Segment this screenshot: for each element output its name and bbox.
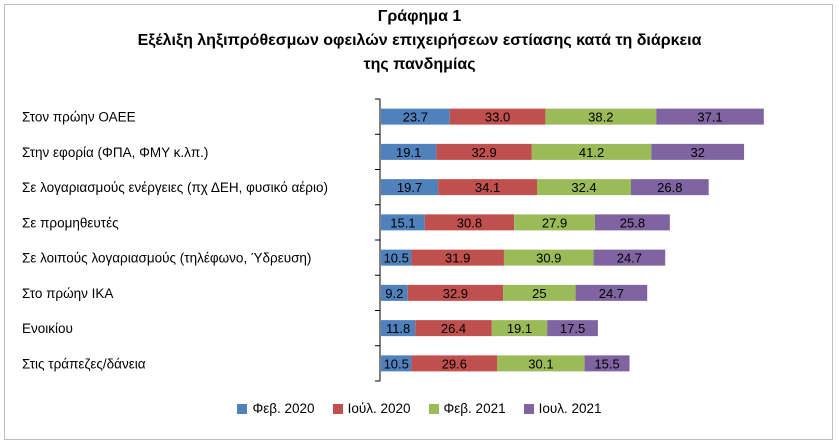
- data-label: 26.4: [441, 321, 466, 336]
- bar-segment: [381, 355, 412, 372]
- bar-segment: [575, 284, 648, 301]
- chart-subtitle-line-2: της πανδημίας: [363, 56, 476, 73]
- data-label: 23.7: [403, 110, 428, 125]
- data-label: 30.8: [457, 215, 482, 230]
- bar-segment: [438, 179, 538, 196]
- chart-title: Γράφημα 1: [377, 8, 462, 25]
- data-label: 24.7: [599, 286, 624, 301]
- data-label: 27.9: [542, 215, 567, 230]
- data-label: 15.5: [594, 356, 619, 371]
- chart-subtitle-line-1: Εξέλιξη ληξιπρόθεσμων οφειλών επιχειρήσε…: [137, 32, 702, 49]
- category-label: Σε λογαριασμούς ενέργειες (πχ ΔΕΗ, φυσικ…: [22, 180, 328, 195]
- legend-label: Ιουλ. 2021: [538, 401, 602, 416]
- data-label: 31.9: [445, 251, 470, 266]
- category-label: Στο πρώην ΙΚΑ: [22, 286, 113, 301]
- legend-label: Ιούλ. 2020: [347, 401, 411, 416]
- legend-item: Φεβ. 2021: [428, 401, 506, 416]
- bar-segment: [449, 108, 546, 125]
- bar-segment: [411, 355, 498, 372]
- bar-segment: [537, 179, 631, 196]
- bar-segment: [656, 108, 764, 125]
- legend-item: Φεβ. 2020: [237, 401, 315, 416]
- data-label: 33.0: [485, 110, 510, 125]
- bar-segment: [407, 284, 504, 301]
- data-label: 19.1: [396, 145, 421, 160]
- bar-segment: [503, 249, 594, 266]
- category-label: Ενοικίου: [22, 321, 73, 336]
- data-label: 25: [532, 286, 546, 301]
- bar-segment: [415, 320, 492, 337]
- data-label: 34.1: [475, 180, 500, 195]
- bar-segment: [491, 320, 548, 337]
- data-label: 32: [690, 145, 704, 160]
- data-label: 32.4: [571, 180, 596, 195]
- data-label: 37.1: [697, 110, 722, 125]
- data-label: 32.9: [443, 286, 468, 301]
- data-label: 38.2: [588, 110, 613, 125]
- bar-segment: [436, 143, 532, 160]
- bar-segment: [584, 355, 630, 372]
- legend-swatch: [523, 403, 534, 414]
- legend-label: Φεβ. 2020: [252, 401, 315, 416]
- data-label: 19.1: [507, 321, 532, 336]
- legend-item: Ιουλ. 2021: [523, 401, 602, 416]
- legend-swatch: [428, 403, 439, 414]
- data-label: 26.8: [657, 180, 682, 195]
- category-label: Στον πρώην ΟΑΕΕ: [22, 110, 136, 125]
- bar-segment: [593, 249, 666, 266]
- bar-segment: [630, 179, 709, 196]
- data-label: 30.9: [536, 251, 561, 266]
- data-label: 17.5: [560, 321, 585, 336]
- bar-segment: [545, 108, 657, 125]
- bar-segment: [381, 249, 412, 266]
- data-label: 29.6: [442, 356, 467, 371]
- bar-segment: [411, 249, 504, 266]
- bar-segment: [381, 320, 416, 337]
- bar-segment: [381, 108, 450, 125]
- bar-segment: [381, 284, 408, 301]
- legend-swatch: [237, 403, 248, 414]
- data-label: 32.9: [471, 145, 496, 160]
- bar-segment: [381, 143, 437, 160]
- bar-segment: [595, 214, 670, 231]
- category-label: Σε λοιπούς λογαριασμούς (τηλέφωνο, Ύδρευ…: [22, 251, 311, 266]
- data-label: 11.8: [386, 321, 410, 336]
- legend: Φεβ. 2020 Ιούλ. 2020 Φεβ. 2021 Ιουλ. 2021: [0, 401, 839, 416]
- bar-segment: [424, 214, 515, 231]
- data-label: 9.2: [385, 286, 403, 301]
- bar-segment: [381, 179, 439, 196]
- data-label: 10.5: [384, 356, 409, 371]
- data-label: 15.1: [390, 215, 415, 230]
- data-label: 41.2: [579, 145, 604, 160]
- category-label: Σε προμηθευτές: [22, 215, 119, 230]
- bar-segment: [531, 143, 652, 160]
- category-label: Στην εφορία (ΦΠΑ, ΦΜΥ κ.λπ.): [22, 145, 208, 160]
- bar-segment: [503, 284, 576, 301]
- bar-segment: [547, 320, 598, 337]
- legend-label: Φεβ. 2021: [443, 401, 506, 416]
- bar-segment: [651, 143, 745, 160]
- bar-segment: [514, 214, 596, 231]
- category-label: Στις τράπεζες/δάνεια: [22, 356, 146, 371]
- legend-swatch: [332, 403, 343, 414]
- data-label: 10.5: [384, 251, 409, 266]
- bar-segment: [497, 355, 585, 372]
- data-label: 30.1: [528, 356, 553, 371]
- bar-segment: [381, 214, 425, 231]
- legend-item: Ιούλ. 2020: [332, 401, 411, 416]
- data-label: 25.8: [620, 215, 645, 230]
- data-label: 19.7: [397, 180, 422, 195]
- data-label: 24.7: [617, 251, 642, 266]
